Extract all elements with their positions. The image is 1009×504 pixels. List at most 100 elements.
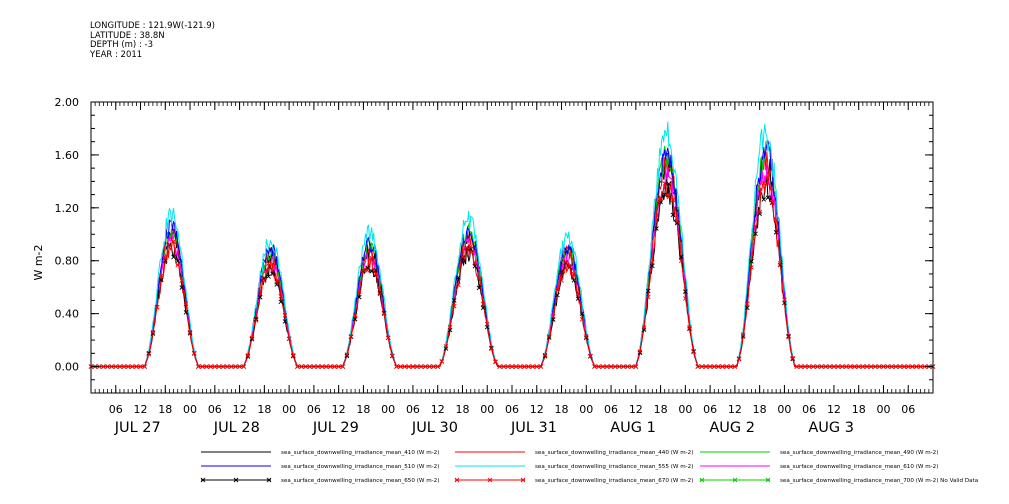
series-marker (489, 345, 494, 351)
series-marker (295, 364, 300, 369)
x-hour-label: 06 (604, 403, 618, 416)
x-hour-label: 12 (629, 403, 643, 416)
series-marker (823, 364, 829, 369)
series-marker (670, 212, 676, 218)
series-marker (571, 278, 577, 283)
series-marker (447, 325, 453, 330)
series-marker (786, 333, 791, 339)
series-marker (773, 218, 779, 223)
series-marker (179, 278, 185, 283)
series-marker (319, 364, 325, 369)
series-marker (881, 364, 886, 369)
series-marker (323, 364, 329, 369)
series-marker (526, 364, 531, 369)
series-marker (600, 364, 606, 369)
series-marker (575, 291, 581, 296)
x-hour-label: 18 (158, 403, 172, 416)
series-marker (695, 364, 701, 369)
series-marker (385, 335, 391, 341)
series-marker (146, 350, 152, 356)
series-line (91, 121, 933, 367)
series-marker (674, 218, 680, 224)
series-marker (608, 364, 614, 369)
series-marker (237, 364, 242, 369)
x-hour-label: 00 (579, 403, 593, 416)
series-marker (443, 344, 449, 349)
series-marker (352, 312, 358, 318)
series-marker (761, 197, 767, 202)
series-marker (901, 364, 907, 369)
legend: sea_surface_downwelling_irradiance_mean_… (200, 450, 978, 484)
series-marker (96, 364, 102, 369)
x-hour-label: 06 (901, 403, 915, 416)
series-marker (831, 364, 837, 369)
series-marker (282, 313, 288, 318)
series-marker (262, 278, 267, 283)
series-marker (860, 364, 866, 369)
series-marker (381, 310, 387, 316)
series-marker (815, 364, 820, 369)
series-marker (311, 364, 317, 369)
series-marker (402, 364, 408, 369)
series-marker (109, 364, 114, 369)
series-marker (802, 364, 808, 369)
series-marker (749, 259, 754, 264)
legend-label: sea_surface_downwelling_irradiance_mean_… (535, 450, 693, 456)
series-marker (167, 241, 172, 247)
series-marker (790, 355, 795, 361)
series-marker (546, 335, 552, 340)
series-marker (171, 239, 176, 245)
series-marker (530, 364, 535, 369)
series-marker (414, 364, 420, 369)
x-hour-label: 00 (777, 403, 791, 416)
x-hour-label: 06 (505, 403, 519, 416)
series-marker (158, 277, 164, 283)
x-hour-label: 00 (381, 403, 395, 416)
series-marker (340, 364, 346, 369)
series-marker (101, 364, 106, 369)
series-marker (914, 364, 919, 369)
series-marker (175, 258, 180, 264)
series-marker (134, 364, 139, 369)
series-marker (208, 364, 214, 369)
y-tick-label: 0.80 (55, 255, 80, 268)
series-marker (464, 245, 469, 250)
x-day-label: JUL 29 (312, 420, 359, 436)
series-marker (183, 309, 189, 315)
series-marker (877, 364, 882, 369)
series-marker (245, 353, 251, 358)
legend-label: sea_surface_downwelling_irradiance_mean_… (281, 464, 439, 470)
series-marker (641, 325, 647, 330)
year-text: YEAR : 2011 (90, 49, 143, 60)
series-marker (158, 273, 164, 279)
series-marker (332, 364, 337, 369)
series-marker (654, 215, 659, 220)
series-marker (253, 316, 259, 322)
series-marker (373, 271, 379, 277)
x-day-label: JUL 30 (411, 420, 458, 436)
series-marker (146, 351, 152, 357)
y-axis-label: W m-2 (32, 244, 45, 280)
series-marker (844, 364, 849, 369)
series-marker (105, 364, 110, 369)
legend-marker (200, 477, 206, 483)
series-marker (810, 364, 816, 369)
series-marker (749, 265, 754, 270)
series-marker (885, 364, 890, 369)
series-marker (274, 280, 280, 285)
series-marker (637, 350, 643, 356)
series-marker (472, 260, 478, 265)
series-marker (645, 294, 651, 300)
series-marker (658, 197, 663, 203)
series-marker (687, 325, 692, 330)
series-marker (344, 352, 350, 357)
series-marker (604, 364, 610, 369)
series-marker (724, 364, 729, 369)
legend-marker (699, 477, 705, 483)
series-marker (683, 296, 688, 301)
series-marker (691, 349, 696, 355)
series-marker (538, 364, 544, 369)
series-marker (472, 263, 478, 269)
series-marker (559, 278, 564, 283)
series-marker (542, 352, 548, 358)
